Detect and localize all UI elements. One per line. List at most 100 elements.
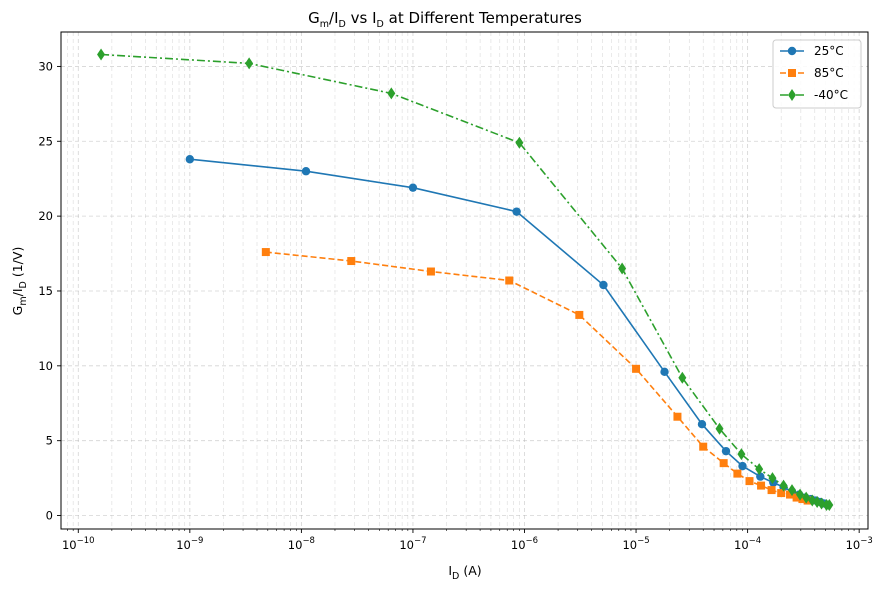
x-tick-label: 10−6	[511, 536, 538, 552]
data-point	[755, 463, 764, 476]
data-point	[738, 461, 747, 471]
y-tick-label: 25	[38, 134, 53, 148]
title-g-symbol: G	[308, 9, 320, 27]
data-point	[678, 371, 687, 384]
data-point	[737, 448, 746, 461]
y-tick-label: 5	[46, 434, 53, 448]
data-point	[756, 472, 765, 481]
x-tick-exponent: −3	[860, 536, 873, 546]
data-point	[618, 262, 627, 275]
data-point	[825, 499, 834, 512]
x-tick-label: 10−5	[622, 536, 649, 552]
series-3	[97, 48, 834, 512]
legend-marker	[788, 69, 796, 77]
y-tick-label: 15	[38, 284, 53, 298]
legend-entries: 25°C 85°C -40°C	[780, 44, 848, 102]
x-tick-label: 10−9	[176, 536, 203, 552]
legend-box	[772, 39, 862, 109]
xlabel-unit: (A)	[459, 563, 481, 578]
x-tick-label: 10−4	[734, 536, 761, 552]
data-point	[796, 488, 805, 501]
data-point	[408, 183, 418, 192]
ylabel-unit: (1/V)	[10, 247, 25, 281]
data-point	[817, 497, 826, 510]
data-point	[426, 267, 435, 276]
data-point	[673, 412, 682, 421]
data-point	[505, 276, 514, 285]
x-tick-base: 10	[399, 538, 414, 552]
data-point	[512, 207, 521, 216]
grid	[61, 32, 868, 529]
x-tick-label: 10−3	[846, 536, 873, 552]
y-tick-label: 10	[38, 359, 53, 373]
legend: 25°C 85°C -40°C	[772, 39, 862, 109]
data-point	[699, 442, 708, 451]
data-point	[697, 420, 707, 429]
title-i-symbol: I	[334, 9, 338, 27]
ylabel-g-symbol: G	[10, 306, 25, 316]
data-point	[779, 479, 788, 492]
legend-label: -40°C	[814, 88, 848, 102]
x-tick-label: 10−10	[62, 536, 95, 552]
title-rest-text: at Different Temperatures	[384, 9, 582, 27]
title-vs-text: vs	[346, 9, 372, 27]
data-point	[347, 257, 356, 266]
x-tick-base: 10	[622, 538, 637, 552]
plot-series	[97, 48, 834, 512]
title-m-subscript: m	[320, 19, 329, 30]
y-tick-label: 0	[46, 509, 53, 523]
x-tick-exponent: −4	[749, 536, 762, 546]
data-point	[261, 248, 270, 257]
data-point	[798, 495, 807, 504]
x-tick-base: 10	[511, 538, 526, 552]
data-point	[97, 48, 106, 61]
x-tick-exponent: −9	[191, 536, 204, 546]
x-tick-exponent: −7	[414, 536, 427, 546]
data-point	[660, 367, 669, 377]
data-point	[733, 469, 742, 478]
x-tick-base: 10	[846, 538, 861, 552]
x-tick-base: 10	[288, 538, 303, 552]
ylabel-d-subscript: D	[18, 281, 29, 288]
data-point	[792, 493, 801, 502]
ylabel-m-subscript: m	[18, 296, 29, 305]
data-point	[802, 491, 811, 504]
ylabel-i-symbol: I	[10, 288, 25, 292]
legend-label: 85°C	[814, 66, 844, 80]
x-tick-exponent: −5	[637, 536, 650, 546]
y-tick-label: 20	[38, 209, 53, 223]
x-tick-exponent: −10	[77, 536, 95, 546]
data-point	[575, 310, 584, 319]
title-d-subscript: D	[339, 19, 346, 30]
chart-title: Gm/ID vs ID at Different Temperatures	[308, 9, 582, 30]
title-slash: /	[329, 9, 335, 27]
data-point	[721, 446, 731, 456]
data-point	[745, 477, 754, 486]
plot-frame	[60, 31, 869, 530]
data-point	[387, 87, 396, 100]
data-point	[632, 364, 641, 373]
x-tick-base: 10	[62, 538, 77, 552]
data-point	[185, 155, 195, 164]
legend-label: 25°C	[814, 44, 844, 58]
y-axis-label: Gm/ID (1/V)	[10, 247, 29, 316]
title-i-symbol-2: I	[372, 9, 376, 27]
x-tick-base: 10	[734, 538, 749, 552]
legend-marker	[787, 46, 797, 56]
data-point	[767, 486, 776, 495]
data-point	[788, 484, 797, 497]
y-tick-label: 30	[38, 59, 53, 73]
data-point	[719, 459, 728, 468]
data-point	[777, 489, 786, 498]
ylabel-slash: /	[10, 291, 25, 296]
x-tick-exponent: −6	[526, 536, 539, 546]
data-point	[757, 481, 766, 490]
data-point	[301, 167, 311, 176]
x-tick-label: 10−7	[399, 536, 426, 552]
data-point	[715, 422, 724, 435]
x-tick-exponent: −8	[302, 536, 315, 546]
xlabel-d-subscript: D	[452, 571, 459, 582]
